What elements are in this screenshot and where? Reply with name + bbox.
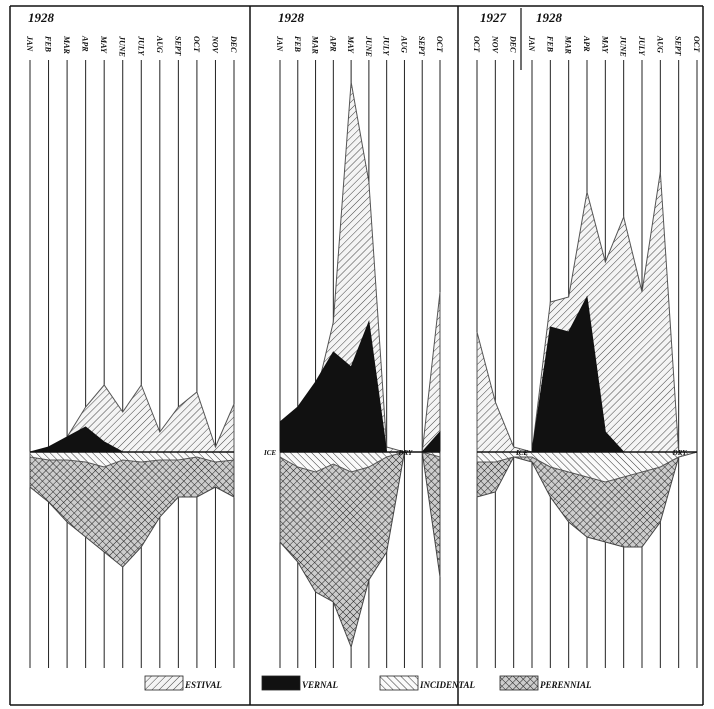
x-tick-label: OCT [692, 36, 701, 53]
x-tick-label: SEPT [173, 36, 182, 57]
annotation: DRY [672, 449, 688, 457]
area [279, 451, 441, 649]
year-label: 1928 [536, 10, 563, 25]
annotation: ICE [515, 449, 528, 457]
x-tick-label: FEB [44, 35, 53, 53]
annotation: ICE [263, 449, 276, 457]
x-tick-label: OCT [472, 36, 481, 53]
x-tick-label: MAR [62, 35, 71, 54]
area [279, 451, 441, 473]
x-tick-label: APR [81, 35, 90, 52]
area [476, 451, 698, 483]
x-tick-label: MAY [600, 35, 609, 54]
legend-swatch [144, 675, 184, 691]
x-tick-label: JAN [275, 35, 284, 52]
legend-label: ESTIVAL [184, 680, 222, 690]
x-tick-label: NOV [210, 35, 219, 54]
annotation: DRY [397, 449, 413, 457]
x-tick-label: JAN [527, 35, 536, 52]
area [29, 451, 235, 568]
x-tick-label: JULY [382, 35, 391, 56]
x-tick-label: MAY [99, 35, 108, 54]
x-tick-label: DEC [229, 35, 238, 53]
x-tick-label: JULY [136, 35, 145, 56]
x-tick-label: APR [582, 35, 591, 52]
x-tick-label: JAN [25, 35, 34, 52]
x-tick-label: JUNE [118, 35, 127, 57]
x-tick-label: MAR [564, 35, 573, 54]
legend-label: VERNAL [302, 680, 339, 690]
x-tick-label: AUG [655, 35, 664, 53]
x-tick-label: NOV [490, 35, 499, 54]
x-tick-label: FEB [293, 35, 302, 53]
x-tick-label: DEC [509, 35, 518, 53]
year-label: 1928 [28, 10, 55, 25]
legend-label: INCIDENTAL [419, 680, 476, 690]
x-tick-label: MAY [346, 35, 355, 54]
x-tick-label: JUNE [364, 35, 373, 57]
x-tick-label: FEB [545, 35, 554, 53]
x-tick-label: APR [328, 35, 337, 52]
x-tick-label: AUG [399, 35, 408, 53]
x-tick-label: SEPT [417, 36, 426, 57]
legend-swatch [379, 675, 419, 691]
x-tick-label: JUNE [619, 35, 628, 57]
x-tick-label: AUG [155, 35, 164, 53]
year-label: 1927 [480, 10, 507, 25]
legend-label: PERENNIAL [540, 680, 592, 690]
x-tick-label: JULY [637, 35, 646, 56]
legend-swatch [499, 675, 539, 691]
legend-swatch [261, 675, 301, 691]
x-tick-label: OCT [435, 36, 444, 53]
x-tick-label: SEPT [674, 36, 683, 57]
x-tick-label: MAR [311, 35, 320, 54]
area [279, 320, 441, 453]
x-tick-label: OCT [192, 36, 201, 53]
frame [9, 5, 704, 706]
area [29, 451, 235, 468]
year-label: 1928 [278, 10, 305, 25]
area [476, 451, 698, 548]
